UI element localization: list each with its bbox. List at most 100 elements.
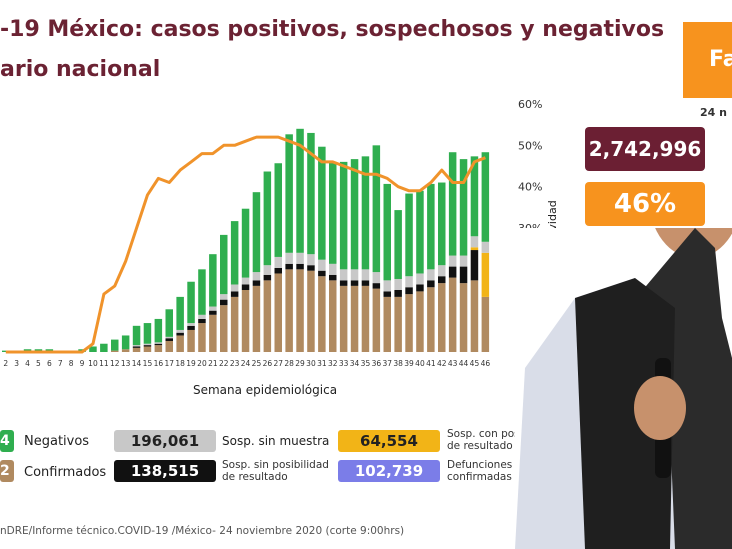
- orange-header-tab: Fa: [683, 22, 732, 98]
- bar-segment: [481, 252, 490, 297]
- bar-segment: [176, 329, 184, 333]
- title-line-2: ario nacional: [0, 57, 161, 82]
- bar-segment: [481, 296, 490, 352]
- bar-segment: [361, 269, 370, 281]
- bar-segment: [470, 250, 479, 281]
- x-tick-label: 45: [470, 359, 480, 368]
- bar-segment: [198, 318, 206, 324]
- bar-segment: [339, 161, 348, 270]
- legend-negativos-swatch: 4: [0, 430, 14, 452]
- x-tick-label: 3: [14, 359, 19, 368]
- x-tick-label: 22: [219, 359, 229, 368]
- bar-segment: [427, 287, 435, 352]
- x-tick-label: 12: [110, 359, 120, 368]
- legend-sosp-sin-pos-line1: Sosp. sin posibilidad: [222, 459, 329, 471]
- bar-segment: [339, 285, 348, 352]
- bar-segment: [154, 343, 163, 346]
- bar-segment: [416, 190, 424, 274]
- bar-segment: [154, 345, 163, 352]
- bar-segment: [307, 265, 315, 271]
- x-tick-label: 5: [36, 359, 41, 368]
- bar-segment: [143, 323, 152, 344]
- x-tick-label: 34: [350, 359, 360, 368]
- bar-segment: [394, 290, 402, 297]
- bar-segment: [220, 305, 228, 352]
- x-tick-label: 18: [175, 359, 185, 368]
- legend-sosp-sin-posibilidad-value: 138,515: [114, 460, 216, 482]
- bar-segment: [459, 283, 468, 352]
- bar-segment: [241, 284, 250, 290]
- bar-segment: [274, 267, 282, 274]
- bar-segment: [361, 280, 370, 286]
- bar-segment: [318, 259, 326, 271]
- bar-segment: [89, 346, 97, 352]
- positivity-box: 46%: [585, 182, 705, 226]
- bar-segment: [187, 325, 195, 330]
- bar-segment: [383, 183, 391, 281]
- bar-segment: [230, 284, 239, 292]
- bar-segment: [263, 265, 272, 275]
- bar-segment: [143, 343, 152, 346]
- legend-confirmados-swatch: 2: [0, 460, 14, 482]
- bar-segment: [350, 269, 359, 281]
- bar-segment: [100, 343, 108, 352]
- bar-segment: [296, 263, 304, 270]
- bar-segment: [438, 276, 446, 284]
- x-tick-label: 41: [426, 359, 436, 368]
- bar-segment: [350, 285, 359, 352]
- x-tick-label: 42: [437, 359, 447, 368]
- bar-segment: [481, 241, 490, 253]
- bar-segment: [2, 350, 10, 352]
- x-tick-label: 20: [197, 359, 207, 368]
- y2-tick-label: 50%: [518, 139, 542, 152]
- legend-sosp-sin-posibilidad-label: Sosp. sin posibilidad de resultado: [222, 459, 329, 483]
- bar-segment: [350, 159, 359, 270]
- x-tick-label: 24: [241, 359, 251, 368]
- bar-segment: [416, 273, 424, 285]
- bar-segment: [274, 273, 282, 352]
- bar-segment: [198, 323, 206, 352]
- bar-segment: [459, 266, 468, 284]
- bar-segment: [143, 346, 152, 352]
- bar-segment: [252, 192, 261, 273]
- bar-segment: [416, 284, 424, 292]
- bar-segment: [329, 280, 337, 352]
- x-tick-label: 4: [25, 359, 30, 368]
- bar-segment: [481, 152, 490, 242]
- bar-segment: [318, 270, 326, 277]
- bar-segment: [470, 247, 479, 251]
- legend-sosp-con-line2: de resultado: [447, 440, 513, 452]
- x-tick-label: 14: [132, 359, 142, 368]
- legend-sosp-sin-muestra-value: 196,061: [114, 430, 216, 452]
- bar-segment: [165, 340, 173, 352]
- x-tick-label: 25: [252, 359, 262, 368]
- bar-segment: [220, 234, 228, 295]
- bar-segment: [165, 309, 173, 337]
- title-line-1: -19 México: casos positivos, sospechosos…: [0, 17, 665, 42]
- bar-segment: [165, 338, 173, 341]
- bar-segment: [252, 285, 261, 352]
- bar-segment: [241, 290, 250, 352]
- x-tick-label: 30: [306, 359, 316, 368]
- bar-segment: [263, 171, 272, 266]
- bar-segment: [405, 276, 413, 288]
- x-tick-label: 36: [372, 359, 382, 368]
- bar-segment: [132, 325, 141, 346]
- bar-segment: [394, 296, 402, 352]
- bar-segment: [372, 145, 381, 273]
- bar-segment: [230, 221, 239, 285]
- bar-segment: [198, 314, 206, 319]
- bar-segment: [470, 280, 479, 352]
- x-tick-label: 13: [121, 359, 131, 368]
- bar-segment: [209, 254, 217, 307]
- bar-segment: [448, 277, 457, 352]
- bar-segment: [405, 294, 413, 352]
- bar-segment: [187, 281, 195, 324]
- bar-segment: [274, 256, 282, 268]
- x-tick-label: 43: [448, 359, 458, 368]
- bar-segment: [307, 254, 315, 266]
- x-tick-label: 46: [481, 359, 491, 368]
- total-tests-box: 2,742,996: [585, 127, 705, 171]
- x-tick-label: 27: [273, 359, 283, 368]
- x-tick-label: 33: [339, 359, 349, 368]
